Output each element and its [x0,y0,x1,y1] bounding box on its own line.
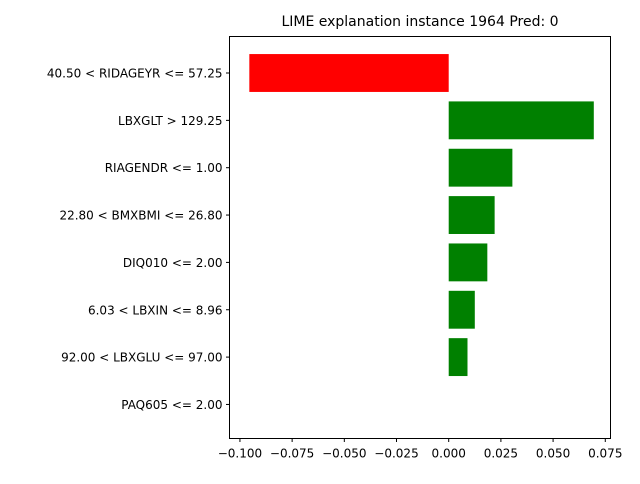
plot-frame [229,36,611,439]
bar [448,196,495,234]
y-tick-label: 6.03 < LBXIN <= 8.96 [88,303,223,317]
bar [448,290,475,329]
bars-layer [249,54,594,377]
x-tick-label: −0.025 [374,447,418,461]
y-tick-label: RIAGENDR <= 1.00 [105,161,223,175]
bar [448,101,594,140]
x-tick-label: 0.025 [484,447,518,461]
x-tick-label: −0.050 [322,447,366,461]
bar [448,243,488,282]
x-axis: −0.100 −0.075 −0.050 −0.025 0.000 0.025 0.050 0… [218,438,622,461]
chart-title: LIME explanation instance 1964 Pred: 0 [281,14,558,30]
x-tick-label: −0.100 [218,447,262,461]
y-tick-label: 92.00 < LBXGLU <= 97.00 [61,351,222,365]
bar [448,338,468,377]
x-tick-label: 0.075 [588,447,622,461]
y-tick-label: 40.50 < RIDAGEYR <= 57.25 [47,67,223,81]
bar [249,54,449,92]
x-tick-label: 0.000 [432,447,466,461]
y-tick-label: 22.80 < BMXBMI <= 26.80 [59,209,222,223]
y-axis: 40.50 < RIDAGEYR <= 57.25 LBXGLT > 129.25… [47,67,230,412]
y-tick-label: LBXGLT > 129.25 [118,114,222,128]
y-tick-label: PAQ605 <= 2.00 [121,398,222,412]
x-tick-label: 0.050 [536,447,570,461]
bar [448,148,513,187]
y-tick-label: DIQ010 <= 2.00 [123,256,223,270]
x-tick-label: −0.075 [270,447,314,461]
